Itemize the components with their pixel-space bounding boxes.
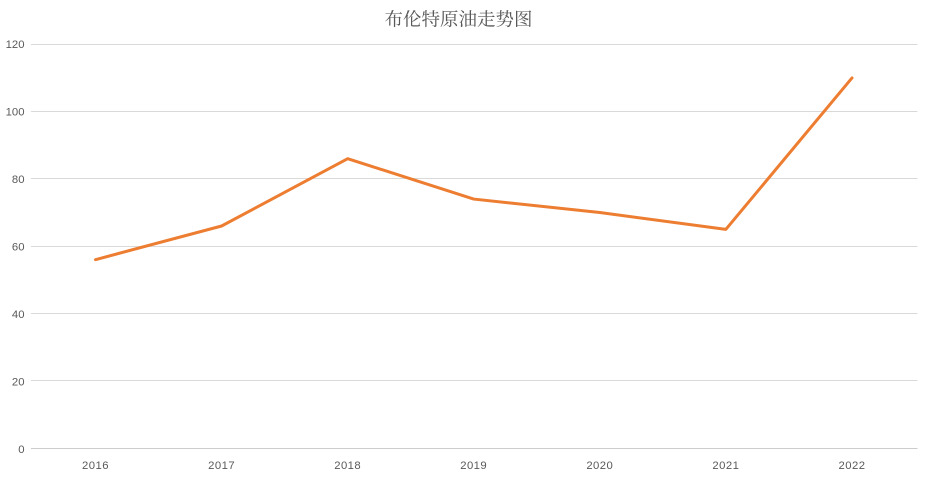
svg-text:2016: 2016 [82,460,109,472]
svg-text:2019: 2019 [460,460,487,472]
svg-text:2021: 2021 [712,460,739,472]
svg-text:2018: 2018 [334,460,361,472]
svg-text:2022: 2022 [839,460,866,472]
svg-text:40: 40 [12,309,25,321]
svg-text:20: 20 [12,377,25,389]
svg-text:60: 60 [12,242,25,254]
svg-text:2017: 2017 [208,460,235,472]
svg-text:0: 0 [18,444,24,456]
svg-text:120: 120 [6,39,25,51]
svg-text:80: 80 [12,174,25,186]
svg-text:100: 100 [6,107,25,119]
svg-text:2020: 2020 [586,460,613,472]
